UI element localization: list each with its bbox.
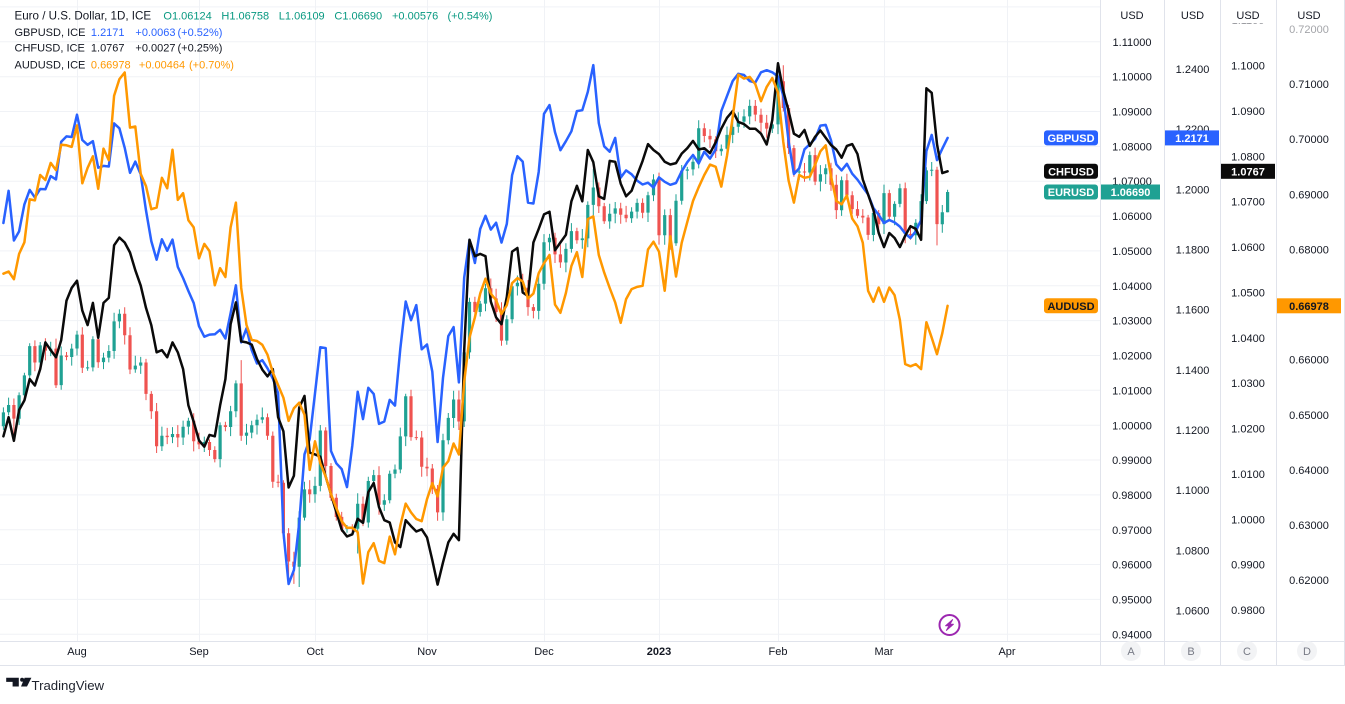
svg-text:Dec: Dec xyxy=(534,646,554,658)
svg-text:1.03000: 1.03000 xyxy=(1112,316,1152,328)
svg-text:EURUSD: EURUSD xyxy=(1048,187,1095,199)
svg-text:Feb: Feb xyxy=(769,646,788,658)
svg-text:1.2000: 1.2000 xyxy=(1176,184,1210,196)
svg-text:TradingView: TradingView xyxy=(32,678,105,693)
svg-text:1.1000: 1.1000 xyxy=(1231,61,1265,73)
svg-text:1.0100: 1.0100 xyxy=(1231,469,1265,481)
svg-text:0.63000: 0.63000 xyxy=(1289,520,1329,532)
svg-text:0.98000: 0.98000 xyxy=(1112,490,1152,502)
svg-text:1.0000: 1.0000 xyxy=(1231,514,1265,526)
svg-text:0.72000: 0.72000 xyxy=(1289,24,1329,36)
svg-text:1.0800: 1.0800 xyxy=(1176,545,1210,557)
svg-text:1.1600: 1.1600 xyxy=(1176,305,1210,317)
svg-text:1.2400: 1.2400 xyxy=(1176,64,1210,76)
svg-text:1.1800: 1.1800 xyxy=(1176,244,1210,256)
svg-text:1.0200: 1.0200 xyxy=(1231,424,1265,436)
svg-text:0.62000: 0.62000 xyxy=(1289,575,1329,587)
svg-text:1.10000: 1.10000 xyxy=(1112,72,1152,84)
svg-text:1.08000: 1.08000 xyxy=(1112,141,1152,153)
svg-text:USD: USD xyxy=(1236,10,1259,22)
svg-text:1.0400: 1.0400 xyxy=(1231,333,1265,345)
svg-text:A: A xyxy=(1127,646,1135,658)
svg-text:Oct: Oct xyxy=(306,646,323,658)
svg-text:B: B xyxy=(1187,646,1194,658)
svg-text:USD: USD xyxy=(1120,10,1143,22)
svg-text:1.0767: 1.0767 xyxy=(1231,166,1265,178)
svg-text:1.06690: 1.06690 xyxy=(1111,187,1151,199)
svg-text:0.70000: 0.70000 xyxy=(1289,134,1329,146)
svg-text:Aug: Aug xyxy=(67,646,87,658)
svg-text:1.01000: 1.01000 xyxy=(1112,385,1152,397)
svg-text:0.65000: 0.65000 xyxy=(1289,410,1329,422)
svg-text:1.04000: 1.04000 xyxy=(1112,281,1152,293)
svg-text:1.00000: 1.00000 xyxy=(1112,420,1152,432)
svg-text:0.99000: 0.99000 xyxy=(1112,455,1152,467)
svg-text:1.0500: 1.0500 xyxy=(1231,287,1265,299)
svg-text:0.94000: 0.94000 xyxy=(1112,629,1152,641)
svg-text:1.1200: 1.1200 xyxy=(1176,425,1210,437)
svg-text:C: C xyxy=(1243,646,1251,658)
svg-text:2023: 2023 xyxy=(647,646,671,658)
svg-text:1.02000: 1.02000 xyxy=(1112,351,1152,363)
svg-text:1.05000: 1.05000 xyxy=(1112,246,1152,258)
svg-text:Nov: Nov xyxy=(417,646,437,658)
svg-text:0.69000: 0.69000 xyxy=(1289,189,1329,201)
svg-text:1.11000: 1.11000 xyxy=(1113,37,1152,49)
svg-text:Apr: Apr xyxy=(998,646,1015,658)
svg-text:USD: USD xyxy=(1297,10,1320,22)
svg-text:1.1400: 1.1400 xyxy=(1176,365,1210,377)
svg-text:1.0600: 1.0600 xyxy=(1231,242,1265,254)
svg-text:0.96000: 0.96000 xyxy=(1112,560,1152,572)
svg-text:1.0800: 1.0800 xyxy=(1231,151,1265,163)
svg-text:1.0300: 1.0300 xyxy=(1231,378,1265,390)
svg-text:0.97000: 0.97000 xyxy=(1112,525,1152,537)
svg-text:0.9800: 0.9800 xyxy=(1231,605,1265,617)
svg-text:Sep: Sep xyxy=(189,646,209,658)
svg-text:CHFUSD: CHFUSD xyxy=(1048,166,1094,178)
svg-text:1.09000: 1.09000 xyxy=(1112,107,1152,119)
svg-text:0.71000: 0.71000 xyxy=(1289,79,1329,91)
svg-text:AUDUSD: AUDUSD xyxy=(1047,301,1094,313)
svg-text:0.9900: 0.9900 xyxy=(1231,560,1265,572)
svg-text:0.66000: 0.66000 xyxy=(1289,355,1329,367)
svg-text:Mar: Mar xyxy=(875,646,894,658)
svg-text:0.95000: 0.95000 xyxy=(1112,595,1152,607)
svg-text:0.68000: 0.68000 xyxy=(1289,244,1329,256)
svg-text:0.66978: 0.66978 xyxy=(1289,301,1329,313)
svg-text:USD: USD xyxy=(1181,10,1204,22)
svg-text:D: D xyxy=(1303,646,1311,658)
svg-text:1.0900: 1.0900 xyxy=(1231,106,1265,118)
svg-text:1.0700: 1.0700 xyxy=(1231,197,1265,209)
svg-text:1.06000: 1.06000 xyxy=(1112,211,1152,223)
svg-text:1.0600: 1.0600 xyxy=(1176,605,1210,617)
svg-text:0.64000: 0.64000 xyxy=(1289,465,1329,477)
svg-text:GBPUSD: GBPUSD xyxy=(1047,133,1094,145)
svg-text:1.1000: 1.1000 xyxy=(1176,485,1210,497)
svg-text:1.2171: 1.2171 xyxy=(1175,133,1209,145)
